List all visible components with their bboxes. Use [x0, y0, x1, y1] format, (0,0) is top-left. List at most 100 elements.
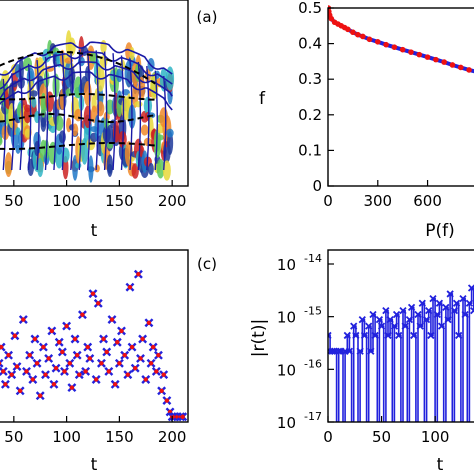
- heat-blob: [0, 136, 3, 146]
- data-point: [0, 379, 10, 389]
- panel-b-xlabel: P(f): [425, 221, 455, 241]
- panel-c-xlabel: t: [91, 455, 98, 474]
- contour-line: [120, 55, 125, 171]
- x-tick-label: 600: [413, 192, 442, 210]
- data-point: [107, 315, 117, 325]
- data-point: [47, 326, 57, 336]
- y-tick-exponent: -15: [304, 305, 322, 318]
- data-point: [390, 322, 399, 330]
- marker-stroke: [435, 299, 444, 307]
- data-point: [28, 375, 38, 384]
- panel-d-frame: [327, 249, 474, 423]
- panel-c: 50 100 150 200 (c) t: [0, 249, 217, 474]
- heat-blob: [58, 130, 66, 144]
- marker-dot: [99, 361, 104, 366]
- marker-dot: [129, 344, 135, 350]
- contour-line: [103, 51, 108, 171]
- y-tick-label: 0.2: [298, 106, 322, 124]
- data-point: [433, 310, 441, 319]
- heat-blob: [100, 39, 107, 54]
- heat-blob: [166, 66, 175, 91]
- data-point: [450, 307, 459, 315]
- data-point: [350, 322, 358, 330]
- panel-d-y-ticks: 10 -14 10 -15 10 -16 10 -17: [277, 252, 334, 432]
- marker-dot: [34, 361, 40, 366]
- panel-b-frame: [327, 7, 474, 187]
- x-tick-label: 50: [372, 428, 391, 446]
- data-point: [345, 347, 354, 355]
- data-point: [452, 299, 461, 307]
- y-tick-label: 10: [277, 414, 296, 432]
- data-point: [120, 350, 130, 360]
- x-tick-label: 200: [158, 428, 187, 446]
- heat-blob: [88, 155, 94, 183]
- data-point: [433, 56, 439, 63]
- data-point: [395, 331, 403, 340]
- marker-dot: [109, 317, 115, 322]
- data-point: [123, 370, 133, 380]
- data-point: [360, 33, 366, 40]
- data-point: [18, 315, 28, 325]
- x-tick-label: 100: [52, 192, 81, 210]
- y-tick-exponent: -14: [304, 252, 322, 265]
- marker-dot: [101, 336, 106, 342]
- data-point: [72, 350, 82, 360]
- marker-stroke: [444, 315, 452, 324]
- heat-blob: [54, 115, 64, 132]
- data-point: [343, 331, 351, 340]
- data-point: [408, 49, 414, 55]
- contour-line: [0, 51, 173, 90]
- x-tick-label: 0: [323, 428, 333, 446]
- contour-line: [61, 52, 66, 171]
- data-point: [405, 315, 414, 324]
- x-tick-label: 50: [4, 192, 23, 210]
- data-point: [384, 331, 392, 340]
- panel-b-series: [328, 5, 474, 74]
- heat-blob: [116, 68, 123, 83]
- marker-dot: [43, 372, 48, 377]
- contour-line: [19, 68, 23, 171]
- marker-stroke: [369, 310, 377, 319]
- heat-blob: [148, 162, 154, 176]
- data-point: [102, 347, 112, 357]
- marker-dot: [96, 301, 101, 306]
- marker-stroke: [328, 347, 336, 355]
- contour-line: [53, 54, 57, 171]
- data-point: [457, 64, 464, 71]
- marker-dot: [148, 361, 154, 366]
- marker-dot: [80, 312, 85, 317]
- marker-stroke: [452, 299, 461, 307]
- marker-dot: [138, 356, 143, 361]
- data-point: [335, 347, 343, 355]
- x-tick-label: 50: [4, 428, 23, 446]
- data-point: [0, 342, 6, 352]
- marker-dot: [17, 388, 23, 394]
- dashed-curve: [0, 51, 156, 85]
- marker-dot: [38, 393, 43, 398]
- panel-d-xlabel: t: [437, 455, 444, 474]
- data-point: [407, 303, 416, 312]
- marker-dot: [0, 361, 2, 366]
- data-point: [85, 353, 95, 363]
- marker-dot: [159, 388, 164, 394]
- dashed-curve: [0, 113, 156, 123]
- data-point: [25, 350, 35, 360]
- marker-dot: [156, 353, 161, 358]
- data-point: [0, 358, 4, 368]
- data-point: [127, 342, 137, 352]
- data-point: [382, 307, 390, 315]
- marker-dot: [85, 344, 90, 350]
- marker-dot: [106, 369, 112, 374]
- data-point: [153, 350, 163, 360]
- marker-stroke: [365, 322, 373, 330]
- heat-blob: [29, 90, 38, 97]
- data-point: [114, 358, 124, 368]
- data-point: [375, 315, 384, 324]
- data-point: [461, 310, 469, 319]
- marker-stroke: [328, 334, 332, 340]
- data-point: [377, 322, 386, 330]
- marker-dot: [122, 353, 127, 358]
- marker-stroke: [358, 315, 366, 324]
- marker-dot: [51, 382, 57, 387]
